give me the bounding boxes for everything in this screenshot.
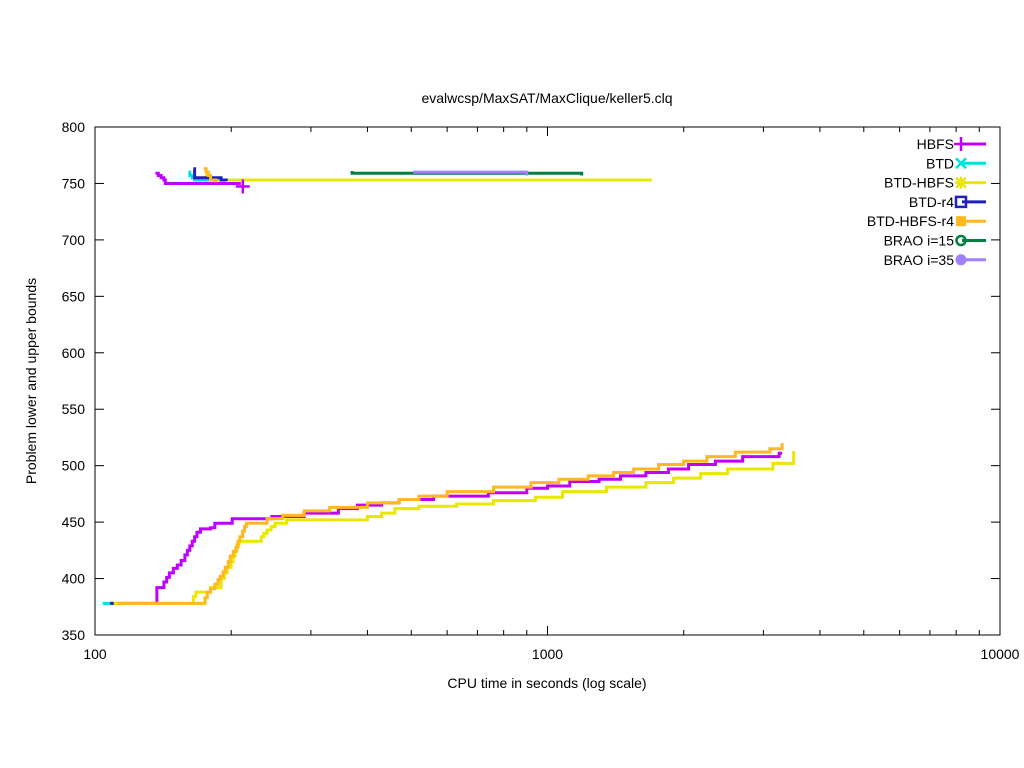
y-tick-label: 550 <box>62 401 86 417</box>
filled-circle-mark <box>955 254 967 266</box>
hbfs-point-marker <box>235 179 250 194</box>
y-tick-label: 600 <box>62 345 86 361</box>
series-btd-hbfs-r4-lower-bound <box>117 443 784 605</box>
legend-marker-square-icon <box>954 195 968 209</box>
legend-label: BTD-r4 <box>909 194 954 210</box>
chart-title: evalwcsp/MaxSAT/MaxClique/keller5.clq <box>421 90 672 106</box>
legend-label: BRAO i=35 <box>884 252 955 268</box>
y-tick-label: 750 <box>62 175 86 191</box>
series-brao-i-35-upper-bound <box>413 170 529 176</box>
legend-marker-filled-circle-icon <box>955 254 967 266</box>
y-tick-label: 650 <box>62 288 86 304</box>
legend-label: BRAO i=15 <box>884 233 955 249</box>
x-axis-label: CPU time in seconds (log scale) <box>447 675 646 691</box>
series-btd-hbfs-lower-bound <box>110 450 796 605</box>
y-tick-label: 400 <box>62 571 86 587</box>
legend-item-hbfs: HBFS <box>917 136 986 152</box>
legend-item-btd-hbfs: BTD-HBFS <box>884 175 986 191</box>
legend-label: HBFS <box>917 136 954 152</box>
x-tick-label: 1000 <box>532 646 563 662</box>
plot-frame <box>94 126 1001 636</box>
series-btd-hbfs-upper-bound <box>204 174 652 182</box>
legend-marker-plus-icon <box>954 137 968 151</box>
series-group <box>102 167 796 605</box>
legend-marker-cross-icon <box>955 157 967 170</box>
legend-item-btd: BTD <box>926 155 986 171</box>
legend-label: BTD <box>926 155 954 171</box>
legend: HBFS BTD BTD-HBFS BTD-r4 BTD-HBFS-r4 BRAO i=1… <box>867 136 986 268</box>
y-axis-label: Problem lower and upper bounds <box>23 278 39 484</box>
legend-label: BTD-HBFS <box>884 175 954 191</box>
legend-item-brao-i-15: BRAO i=15 <box>884 233 986 249</box>
circle-mark <box>955 234 967 247</box>
y-tick-label: 700 <box>62 232 86 248</box>
series-btd-hbfs-r4-upper-bound <box>203 167 218 183</box>
series-btd-r4-upper-bound <box>193 167 228 182</box>
series-hbfs-lower-bound <box>110 451 783 605</box>
series-hbfs-upper-bound <box>155 171 241 185</box>
cross-mark <box>955 157 967 170</box>
y-tick-label: 350 <box>62 627 86 643</box>
legend-marker-filled-square-icon <box>956 216 966 227</box>
axis-ticks: 350 400 450 500 550 600 650 700 750 800 100 1000 100… <box>62 119 1020 662</box>
legend-item-brao-i-35: BRAO i=35 <box>884 252 986 268</box>
legend-label: BTD-HBFS-r4 <box>867 213 954 229</box>
y-tick-label: 800 <box>62 119 86 135</box>
legend-marker-circle-icon <box>955 234 967 247</box>
legend-item-btd-hbfs-r4: BTD-HBFS-r4 <box>867 213 986 229</box>
y-tick-label: 450 <box>62 514 86 530</box>
square-mark <box>954 195 968 209</box>
legend-item-btd-r4: BTD-r4 <box>909 194 986 210</box>
x-tick-label: 10000 <box>981 646 1020 662</box>
filled-square-mark <box>956 216 966 227</box>
x-tick-label: 100 <box>83 646 107 662</box>
y-tick-label: 500 <box>62 458 86 474</box>
legend-marker-star-icon <box>955 176 967 189</box>
series-btd-upper-bound <box>188 170 268 182</box>
